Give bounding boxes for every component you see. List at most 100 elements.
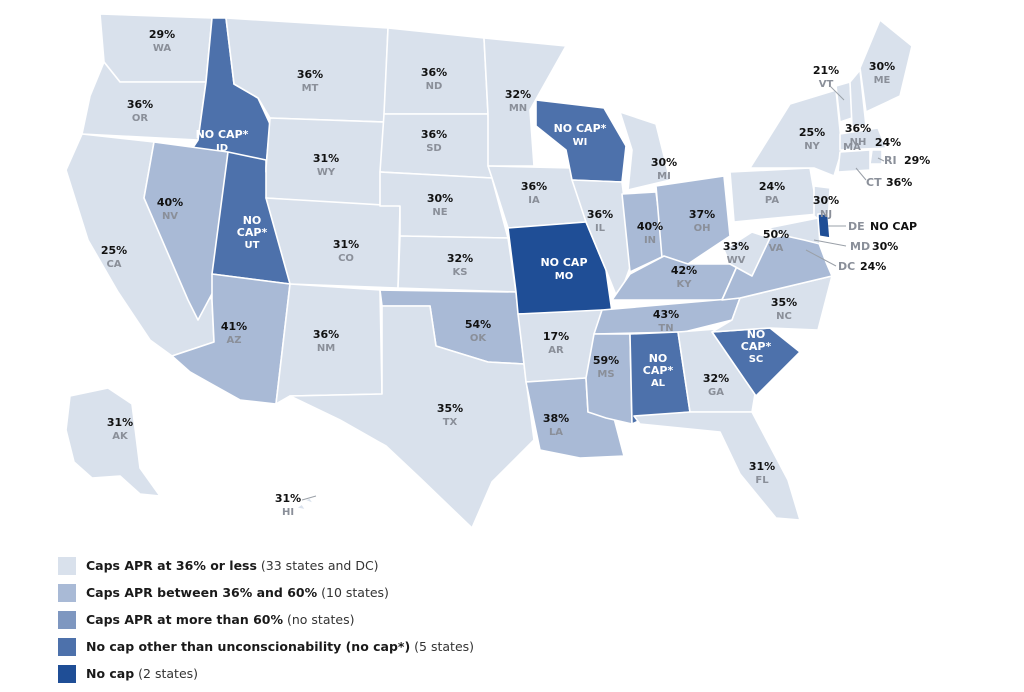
state-abbr-al: AL xyxy=(651,378,666,389)
state-abbr-nh: NH xyxy=(850,137,867,148)
state-value-oh: 37% xyxy=(689,208,715,221)
legend-swatch xyxy=(58,664,76,683)
state-abbr-ia: IA xyxy=(528,195,540,206)
state-value-il: 36% xyxy=(587,208,613,221)
state-value-ks: 32% xyxy=(447,252,473,265)
state-value-wv: 33% xyxy=(723,240,749,253)
state-abbr-ks: KS xyxy=(453,267,468,278)
state-value-co: 31% xyxy=(333,238,359,251)
state-value-ar: 17% xyxy=(543,330,569,343)
state-value-wy: 31% xyxy=(313,152,339,165)
state-abbr-ct: CT xyxy=(866,176,882,189)
state-abbr-ky: KY xyxy=(677,279,693,290)
callout-line-md xyxy=(813,239,847,247)
state-abbr-mi: MI xyxy=(657,171,671,182)
state-tx xyxy=(289,305,535,529)
state-value-nd: 36% xyxy=(421,66,447,79)
state-value-ri: 29% xyxy=(904,154,930,167)
legend: Caps APR at 36% or less (33 states and D… xyxy=(58,552,474,687)
state-mn xyxy=(483,37,567,167)
state-abbr-ga: GA xyxy=(708,387,724,398)
legend-item-cat3: Caps APR at more than 60% (no states) xyxy=(58,606,474,633)
state-abbr-la: LA xyxy=(549,427,563,438)
state-abbr-sd: SD xyxy=(426,143,442,154)
legend-text: No cap other than unconscionability (no … xyxy=(86,639,474,654)
state-abbr-de: DE xyxy=(848,220,865,233)
state-abbr-ut: UT xyxy=(245,240,260,251)
state-value-wi: NO CAP* xyxy=(554,122,607,135)
legend-detail: (2 states) xyxy=(134,666,199,681)
state-abbr-wi: WI xyxy=(573,137,588,148)
state-value-de: NO CAP xyxy=(870,220,917,233)
state-abbr-ma: MA xyxy=(843,142,861,153)
legend-text: Caps APR at more than 60% (no states) xyxy=(86,612,354,627)
state-value-in: 40% xyxy=(637,220,663,233)
state-abbr-tx: TX xyxy=(443,417,458,428)
state-value-mi: 30% xyxy=(651,156,677,169)
callout-line-ct xyxy=(855,167,867,181)
state-abbr-mo: MO xyxy=(555,271,573,282)
state-ak xyxy=(65,387,161,497)
callout-line-dc xyxy=(805,249,837,267)
legend-detail: (no states) xyxy=(283,612,355,627)
legend-detail: (33 states and DC) xyxy=(256,558,379,573)
legend-detail: (10 states) xyxy=(317,585,389,600)
state-ne xyxy=(379,171,509,239)
state-value-mt: 36% xyxy=(297,68,323,81)
state-value-fl: 31% xyxy=(749,460,775,473)
state-value-dc: 24% xyxy=(860,260,886,273)
state-value-ok: 54% xyxy=(465,318,491,331)
state-value-or: 36% xyxy=(127,98,153,111)
state-fl xyxy=(633,411,801,521)
state-abbr-ca: CA xyxy=(106,259,121,270)
state-nh xyxy=(849,69,867,127)
state-abbr-oh: OH xyxy=(694,223,711,234)
state-ma xyxy=(839,127,887,151)
state-me xyxy=(859,19,913,113)
state-abbr-nm: NM xyxy=(317,343,335,354)
state-value-ky: 42% xyxy=(671,264,697,277)
state-value-tx: 35% xyxy=(437,402,463,415)
state-value-nj: 30% xyxy=(813,194,839,207)
callout-line-ri xyxy=(877,157,885,162)
state-value-nh: 36% xyxy=(845,122,871,135)
state-value-sd: 36% xyxy=(421,128,447,141)
state-value-ca: 25% xyxy=(101,244,127,257)
state-abbr-nv: NV xyxy=(162,211,178,222)
state-abbr-ms: MS xyxy=(597,369,614,380)
state-abbr-md: MD xyxy=(850,240,870,253)
legend-text: Caps APR between 36% and 60% (10 states) xyxy=(86,585,389,600)
state-value-ms: 59% xyxy=(593,354,619,367)
state-ct xyxy=(837,149,871,173)
legend-swatch xyxy=(58,637,76,656)
state-abbr-co: CO xyxy=(338,253,354,264)
state-abbr-wy: WY xyxy=(317,167,336,178)
state-value-wa: 29% xyxy=(149,28,175,41)
state-abbr-nc: NC xyxy=(776,311,792,322)
state-value-ut: NO CAP* xyxy=(237,214,268,239)
state-value-al: NO CAP* xyxy=(643,352,674,377)
state-abbr-il: IL xyxy=(595,223,606,234)
state-mi xyxy=(619,111,671,191)
legend-label: No cap other than unconscionability (no … xyxy=(86,639,411,654)
legend-item-cat1: Caps APR at 36% or less (33 states and D… xyxy=(58,552,474,579)
callout-line-hi xyxy=(301,495,317,501)
state-value-la: 38% xyxy=(543,412,569,425)
state-abbr-vt: VT xyxy=(819,79,834,90)
legend-item-cat5: No cap (2 states) xyxy=(58,660,474,687)
state-abbr-fl: FL xyxy=(755,475,769,486)
state-abbr-tn: TN xyxy=(658,323,673,334)
state-abbr-nd: ND xyxy=(426,81,443,92)
state-value-ak: 31% xyxy=(107,416,133,429)
state-abbr-ri: RI xyxy=(884,154,897,167)
state-abbr-mn: MN xyxy=(509,103,527,114)
callout-line-vt xyxy=(829,85,845,101)
state-abbr-ak: AK xyxy=(112,431,129,442)
legend-swatch xyxy=(58,583,76,602)
state-value-id: NO CAP* xyxy=(196,128,249,141)
legend-label: No cap xyxy=(86,666,135,681)
legend-text: Caps APR at 36% or less (33 states and D… xyxy=(86,558,379,573)
state-ny xyxy=(749,89,843,177)
state-shapes xyxy=(65,13,913,529)
